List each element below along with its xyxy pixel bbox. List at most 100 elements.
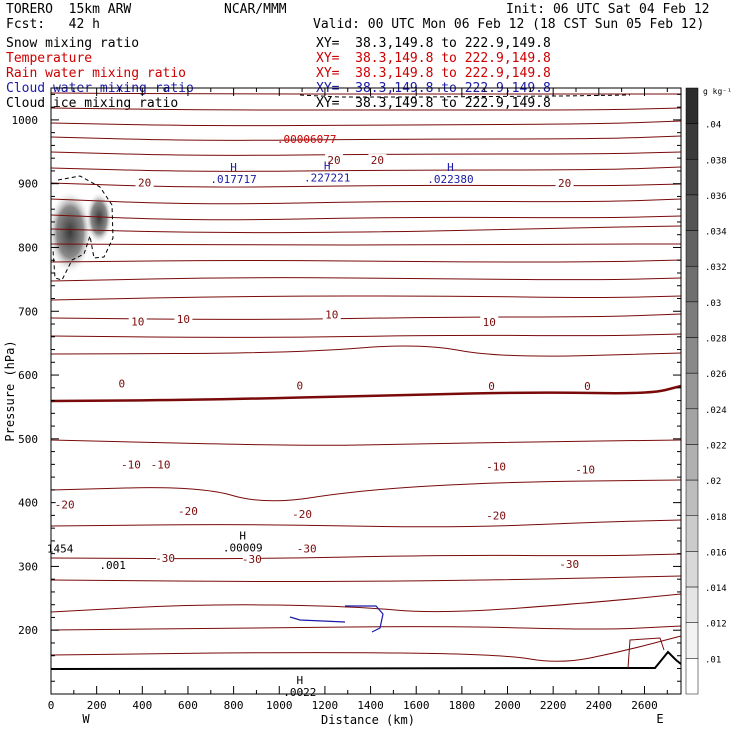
temperature-contour	[50, 214, 682, 221]
x-axis-label: Distance (km)	[321, 713, 415, 727]
colorbar-tick-label: .024	[705, 406, 727, 416]
temperature-label: -10	[575, 463, 595, 476]
x-tick-label: 1000	[266, 699, 293, 712]
temperature-contour	[50, 259, 682, 263]
colorbar-swatch	[685, 515, 699, 552]
field-xy-snow: XY= 38.3,149.8 to 222.9,149.8	[316, 36, 551, 51]
forecast-hour: Fcst: 42 h	[6, 17, 100, 32]
temperature-label: 10	[131, 315, 144, 328]
temperature-label: 20	[327, 154, 340, 167]
high-value: .00009	[223, 542, 263, 555]
y-tick-label: 700	[18, 305, 38, 318]
high-value: .022380	[427, 173, 473, 186]
temperature-label: 20	[371, 154, 384, 167]
temperature-label: -30	[242, 553, 262, 566]
contour-value-label: .001	[99, 559, 126, 572]
high-marker: H	[239, 530, 246, 543]
rain-water-contour	[627, 637, 665, 669]
temperature-contour	[50, 553, 682, 560]
x-tick-label: 1400	[357, 699, 384, 712]
high-value: .0022	[283, 686, 316, 699]
field-name-cloud-ice: Cloud ice mixing ratio	[6, 96, 179, 111]
temperature-label-bg	[482, 379, 501, 391]
field-name-rain: Rain water mixing ratio	[6, 66, 187, 81]
east-end-label: E	[656, 712, 663, 726]
temperature-label: 20	[558, 177, 571, 190]
temperature-label-bg	[112, 377, 131, 389]
temperature-label: 20	[138, 176, 151, 189]
high-value: .017717	[210, 173, 256, 186]
high-marker: H	[447, 161, 454, 174]
field-xy-temperature: XY= 38.3,149.8 to 222.9,149.8	[316, 51, 551, 66]
colorbar-swatch	[685, 194, 699, 231]
temperature-label-bg	[322, 308, 341, 320]
y-tick-label: 800	[18, 241, 38, 254]
x-tick-label: 2000	[494, 699, 521, 712]
colorbar-tick-label: .016	[705, 548, 727, 558]
temperature-label-bg	[555, 177, 574, 189]
x-tick-label: 2400	[586, 699, 613, 712]
colorbar-swatch	[685, 230, 699, 267]
colorbar-tick-label: .036	[705, 192, 727, 202]
temperature-label-bg	[560, 557, 579, 569]
terrain-line	[50, 650, 682, 670]
temperature-contour	[50, 151, 682, 156]
temperature-label-bg	[151, 458, 170, 470]
colorbar-tick-label: .026	[705, 370, 727, 380]
valid-time: Valid: 00 UTC Mon 06 Feb 12 (18 CST Sun …	[313, 17, 705, 32]
y-tick-label: 400	[18, 497, 38, 510]
temperature-label: -20	[55, 499, 75, 512]
temperature-label: -30	[155, 552, 175, 565]
temperature-label-bg	[290, 379, 309, 391]
temperature-contour	[50, 519, 682, 528]
snow-contour	[52, 175, 114, 281]
model-title: TORERO 15km ARW	[6, 2, 132, 17]
org-title: NCAR/MMM	[224, 2, 287, 17]
temperature-label: 0	[118, 377, 125, 390]
init-time: Init: 06 UTC Sat 04 Feb 12	[506, 2, 710, 17]
x-tick-label: 1600	[403, 699, 430, 712]
temperature-contour	[50, 295, 682, 301]
temperature-label-bg	[121, 458, 140, 470]
y-tick-label: 900	[18, 178, 38, 191]
temperature-label: -10	[121, 458, 141, 471]
temperature-label: 10	[483, 316, 496, 329]
x-tick-label: 400	[132, 699, 152, 712]
colorbar-swatch	[685, 87, 699, 124]
cloud-ice-contour	[299, 94, 631, 98]
y-tick-label: 500	[18, 433, 38, 446]
temperature-contour	[50, 625, 682, 631]
temperature-contour	[50, 479, 682, 502]
temperature-contour	[50, 439, 682, 446]
x-tick-label: 1800	[449, 699, 476, 712]
contour-value-label: 1454	[47, 543, 74, 556]
temperature-label: 10	[177, 313, 190, 326]
colorbar-tick-label: .012	[705, 620, 727, 630]
temperature-label-bg	[293, 508, 312, 520]
temperature-label-bg	[578, 379, 597, 391]
field-name-cloud-water: Cloud water mixing ratio	[6, 81, 194, 96]
colorbar-tick-label: .038	[705, 156, 727, 166]
temperature-label-bg	[178, 504, 197, 516]
temperature-label-bg	[297, 542, 316, 554]
temperature-label-bg	[55, 498, 74, 510]
temperature-contour	[50, 575, 682, 582]
temperature-contour	[50, 333, 682, 338]
west-end-label: W	[82, 712, 90, 726]
temperature-label-bg	[156, 552, 175, 564]
temperature-contour	[50, 593, 682, 613]
temperature-contour	[50, 225, 682, 234]
temperature-label: 0	[296, 379, 303, 392]
colorbar-swatch	[685, 586, 699, 623]
temperature-label: 0	[584, 380, 591, 393]
colorbar-tick-label: .028	[705, 335, 727, 345]
temperature-label: -20	[292, 508, 312, 521]
colorbar-swatch	[685, 123, 699, 160]
field-name-snow: Snow mixing ratio	[6, 36, 140, 51]
temperature-label: -20	[486, 509, 506, 522]
colorbar-tick-label: .03	[705, 299, 721, 309]
colorbar-tick-label: .034	[705, 228, 727, 238]
x-tick-label: 1200	[312, 699, 339, 712]
temperature-contour	[50, 92, 681, 95]
